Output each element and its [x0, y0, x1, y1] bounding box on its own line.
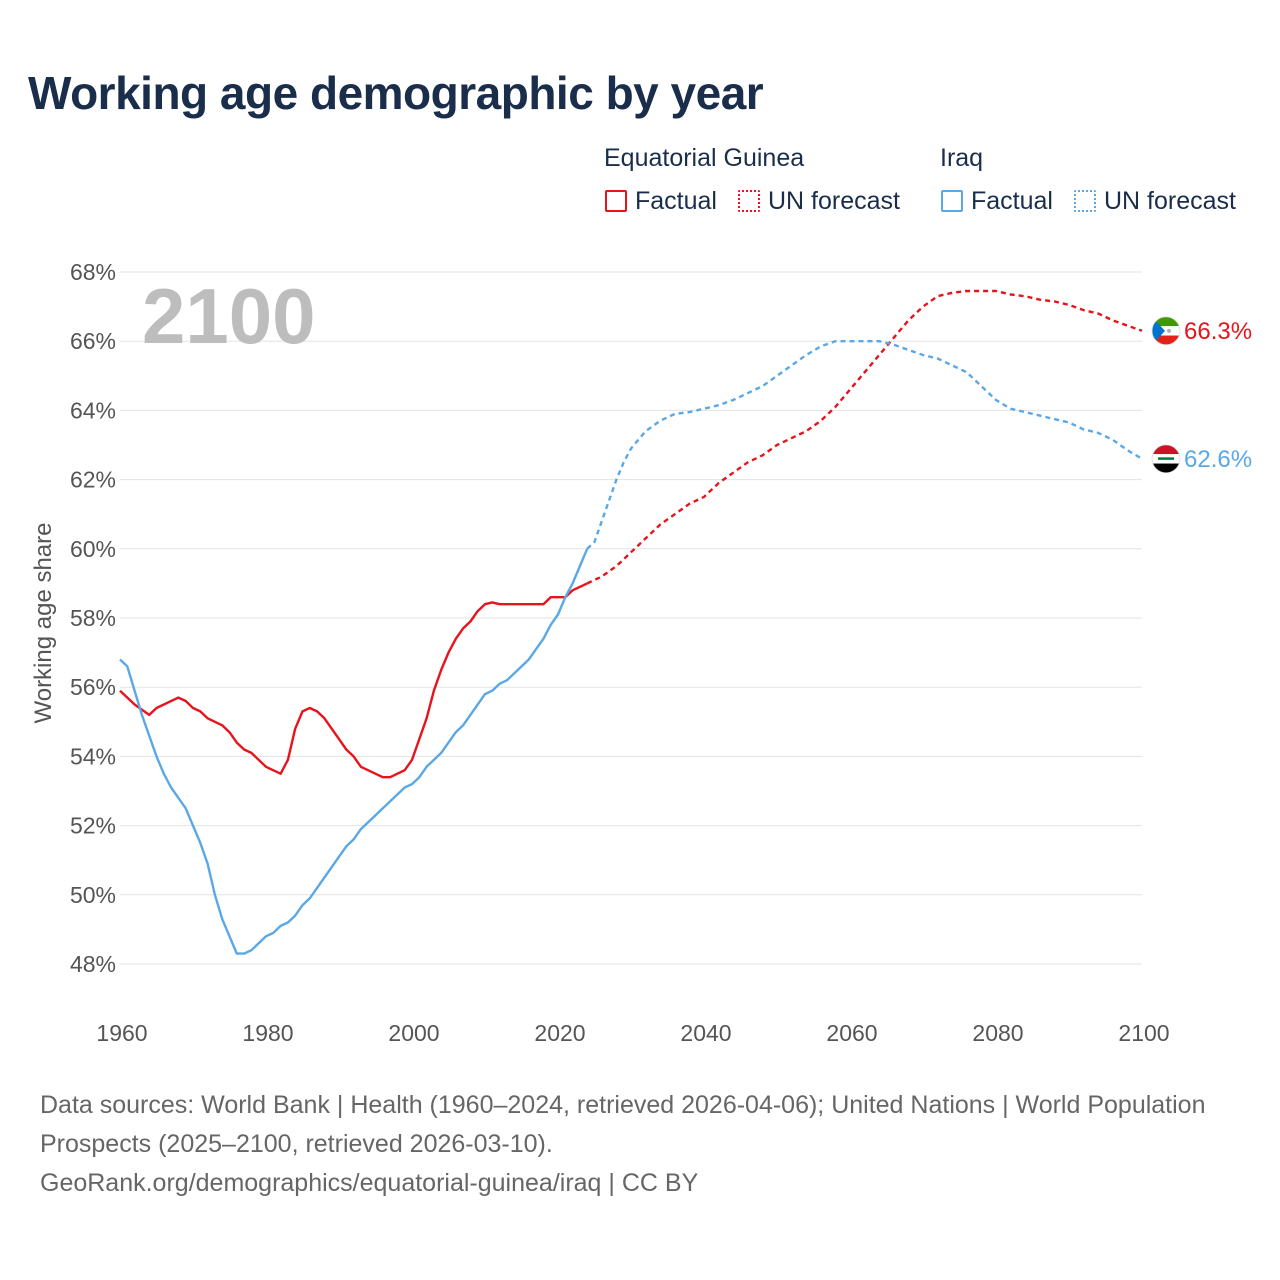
series-end-markers: 66.3% 62.6%: [1151, 316, 1252, 474]
legend-swatch-solid-red: [605, 190, 627, 212]
y-tick-label: 66%: [70, 328, 116, 354]
year-watermark: 2100: [142, 272, 316, 360]
legend-item-eq-factual[interactable]: Factual: [605, 186, 717, 216]
x-tick-label: 2080: [972, 1020, 1023, 1046]
y-tick-label: 56%: [70, 674, 116, 700]
legend-group-equatorial-guinea: Equatorial Guinea: [604, 144, 805, 172]
legend-label: Factual: [635, 186, 717, 215]
footer-sources: Data sources: World Bank | Health (1960–…: [40, 1091, 1206, 1158]
end-value-label-iraq: 62.6%: [1184, 446, 1252, 473]
legend-item-iq-factual[interactable]: Factual: [941, 186, 1053, 216]
y-tick-label: 52%: [70, 813, 116, 839]
flag-equatorial-guinea-icon: [1151, 316, 1181, 346]
legend-item-eq-forecast[interactable]: UN forecast: [738, 186, 900, 216]
legend-label: UN forecast: [1104, 186, 1236, 215]
legend-group-iraq: Iraq: [940, 144, 984, 172]
x-tick-label: 2020: [534, 1020, 585, 1046]
legend-label: Factual: [971, 186, 1053, 215]
footer-credit[interactable]: GeoRank.org/demographics/equatorial-guin…: [40, 1169, 699, 1197]
y-axis-ticks: 48% 50% 52% 54% 56% 58% 60% 62% 64% 66% 68%: [70, 259, 116, 977]
legend-swatch-dotted-blue: [1074, 190, 1096, 212]
line-equatorial-guinea-forecast: [586, 289, 1143, 585]
legend-swatch-dotted-red: [738, 190, 760, 212]
line-iraq-factual: [119, 548, 589, 955]
x-tick-label: 1980: [242, 1020, 293, 1046]
y-tick-label: 50%: [70, 882, 116, 908]
x-tick-label: 2000: [388, 1020, 439, 1046]
x-tick-label: 2100: [1118, 1020, 1169, 1046]
y-tick-label: 64%: [70, 397, 116, 423]
y-tick-label: 48%: [70, 951, 116, 977]
x-tick-label: 2060: [826, 1020, 877, 1046]
flag-iraq-icon: [1151, 444, 1181, 474]
y-tick-label: 58%: [70, 605, 116, 631]
y-tick-label: 62%: [70, 467, 116, 493]
y-axis-label: Working age share: [30, 523, 57, 724]
legend-swatch-solid-blue: [941, 190, 963, 212]
x-axis-ticks: 1960 1980 2000 2020 2040 2060 2080 2100: [96, 1020, 1169, 1046]
y-tick-label: 54%: [70, 743, 116, 769]
legend-label: UN forecast: [768, 186, 900, 215]
end-value-label-equatorial-guinea: 66.3%: [1184, 318, 1252, 345]
x-tick-label: 1960: [96, 1020, 147, 1046]
line-chart: 48%50%52%54%56%58%60%62%64%66%68% 1960 19…: [30, 259, 1252, 1046]
legend-item-iq-forecast[interactable]: UN forecast: [1074, 186, 1236, 216]
gridlines: [120, 271, 1142, 965]
chart-title: Working age demographic by year: [28, 67, 764, 119]
y-tick-label: 68%: [70, 259, 116, 285]
series-lines: [119, 289, 1143, 955]
y-tick-label: 60%: [70, 536, 116, 562]
footer: Data sources: World Bank | Health (1960–…: [40, 1086, 1220, 1203]
x-tick-label: 2040: [680, 1020, 731, 1046]
line-iraq-forecast: [586, 340, 1143, 550]
line-equatorial-guinea-factual: [119, 582, 588, 779]
